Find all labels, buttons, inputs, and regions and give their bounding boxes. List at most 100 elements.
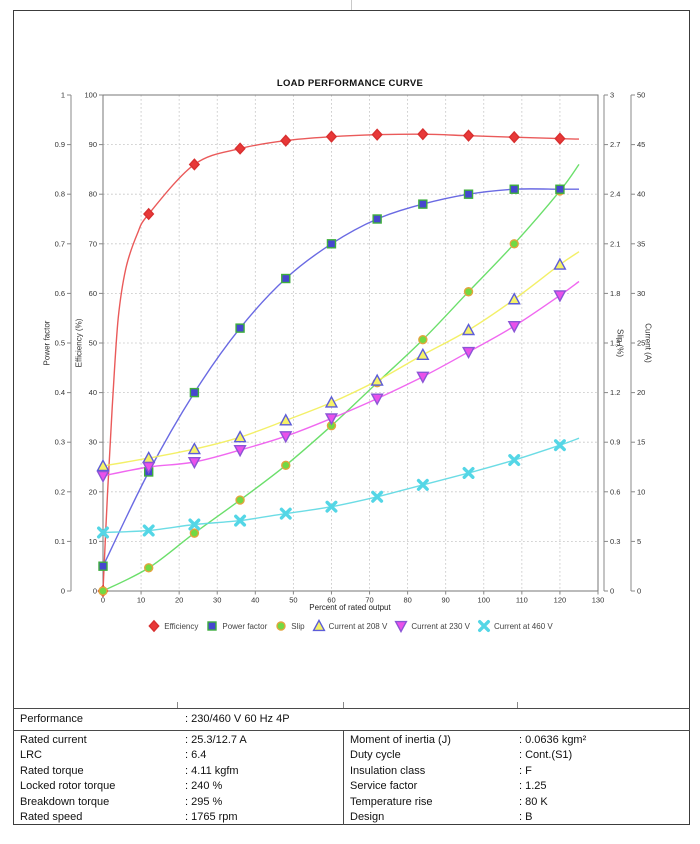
legend-marker [148,619,160,633]
data-point [372,214,382,224]
spec-value: : B [519,811,533,824]
axis-tick-label: 60 [327,596,335,605]
spec-value: : 80 K [519,795,548,808]
spec-table-left-column: Rated current : 25.3/12.7 A LRC : 6.4 Ra… [20,733,340,825]
axis-tick-label: 130 [592,596,605,605]
axis-tick-label: 0.7 [55,239,65,248]
axis-tick-label: 50 [289,596,297,605]
data-point [508,130,520,144]
series-current-at-208-v-markers [96,257,567,472]
power-factor-marker-icon [207,621,218,631]
axis-tick-label: 0.9 [610,438,620,447]
data-point [370,393,384,406]
data-point [279,431,293,444]
axis-tick-label: 15 [637,438,645,447]
data-point [281,273,291,284]
data-point [509,184,519,194]
data-point [371,490,384,503]
axis-tick-label: 70 [365,596,373,605]
data-point [233,430,247,443]
spec-label: Locked rotor torque [20,780,116,793]
data-point [418,334,428,345]
axis-tick-label: 2.1 [610,239,620,248]
axis-tick-label: 0.3 [610,537,620,546]
page-edge-mark [351,0,352,10]
axis-tick-label: 0.9 [55,140,65,149]
spec-label: Insulation class [350,764,426,777]
spec-label: Rated speed [20,811,83,824]
current-at-460-v-marker-icon [478,620,491,632]
data-point [463,287,474,297]
table-column-stub [517,702,518,708]
spec-value: : 240 % [185,780,223,793]
data-point [188,158,201,171]
axis-tick-label: 0 [637,587,641,596]
data-point [462,466,475,479]
data-point [142,461,156,475]
axis-tick-label: 40 [637,190,645,199]
spec-label: Temperature rise [350,795,433,808]
spec-value: : 230/460 V 60 Hz 4P [185,713,290,725]
axis-tick-label: 0.6 [610,487,620,496]
legend-label: Efficiency [164,621,199,631]
axis-tick-label: 1.8 [610,289,620,298]
data-point [462,129,475,142]
spec-row-lrc: LRC : 6.4 [20,748,340,763]
axis-tick-label: 1.2 [610,388,620,397]
data-point [235,323,245,333]
data-point [416,478,429,491]
series-current-at-460-v-line [102,437,580,534]
table-column-divider [343,730,344,825]
power-factor-axis-label: Power factor [42,320,52,366]
spec-value: : 0.0636 kgm² [519,734,587,746]
axis-tick-label: 2.7 [610,140,620,149]
data-point [555,184,565,194]
legend-item-efficiency: Efficiency [147,619,198,633]
spec-value: : 295 % [185,795,223,808]
axis-tick-label: 20 [637,388,645,397]
spec-row-duty-cycle: Duty cycle : Cont.(S1) [350,748,685,763]
data-point [326,239,337,249]
axis-tick-label: 100 [478,596,491,605]
axis-tick-label: 10 [89,537,97,546]
spec-table-right-column: Moment of inertia (J) : 0.0636 kgm² Duty… [350,733,685,825]
series-efficiency-line [102,133,580,592]
axis-tick-label: 30 [213,596,221,605]
axis-tick-label: 1 [61,91,65,100]
legend-marker [276,621,286,631]
data-point [187,456,201,470]
slip-axis-label: Slip (%) [615,328,625,358]
axis-tick-label: 90 [442,596,450,605]
data-point [235,495,245,505]
data-point [507,321,521,334]
axis-x: 0 10 20 30 40 50 60 70 80 90 100 110 120 130 [101,591,604,605]
data-point [418,199,428,209]
data-point [416,347,430,361]
data-point [96,470,110,484]
data-point [279,413,293,426]
slip-marker-icon [276,621,286,631]
axis-tick-label: 40 [89,388,97,397]
data-point [143,207,155,221]
efficiency-marker-icon [148,619,160,633]
axis-tick-label: 25 [637,339,645,348]
spec-label: Rated torque [20,764,84,777]
data-point [234,142,246,155]
data-point [324,413,339,426]
spec-row-rated-speed: Rated speed : 1765 rpm [20,810,340,825]
spec-row-design: Design : B [350,810,685,825]
load-performance-chart: 10.90.80.70.60.50.40.30.20.1010090807060… [55,91,646,605]
data-point [280,134,292,147]
data-point [324,395,339,408]
data-point [417,127,429,141]
chart-title: LOAD PERFORMANCE CURVE [276,78,424,89]
data-point [461,346,476,360]
axis-tick-label: 80 [403,596,411,605]
series-current-at-230-v-line [102,280,580,477]
spec-row-insulation-class: Insulation class : F [350,764,685,779]
legend-label: Slip [291,621,305,631]
legend-item-current-at-230-v: Current at 230 V [394,619,470,633]
legend-marker [207,621,218,631]
outer-border [13,10,690,825]
